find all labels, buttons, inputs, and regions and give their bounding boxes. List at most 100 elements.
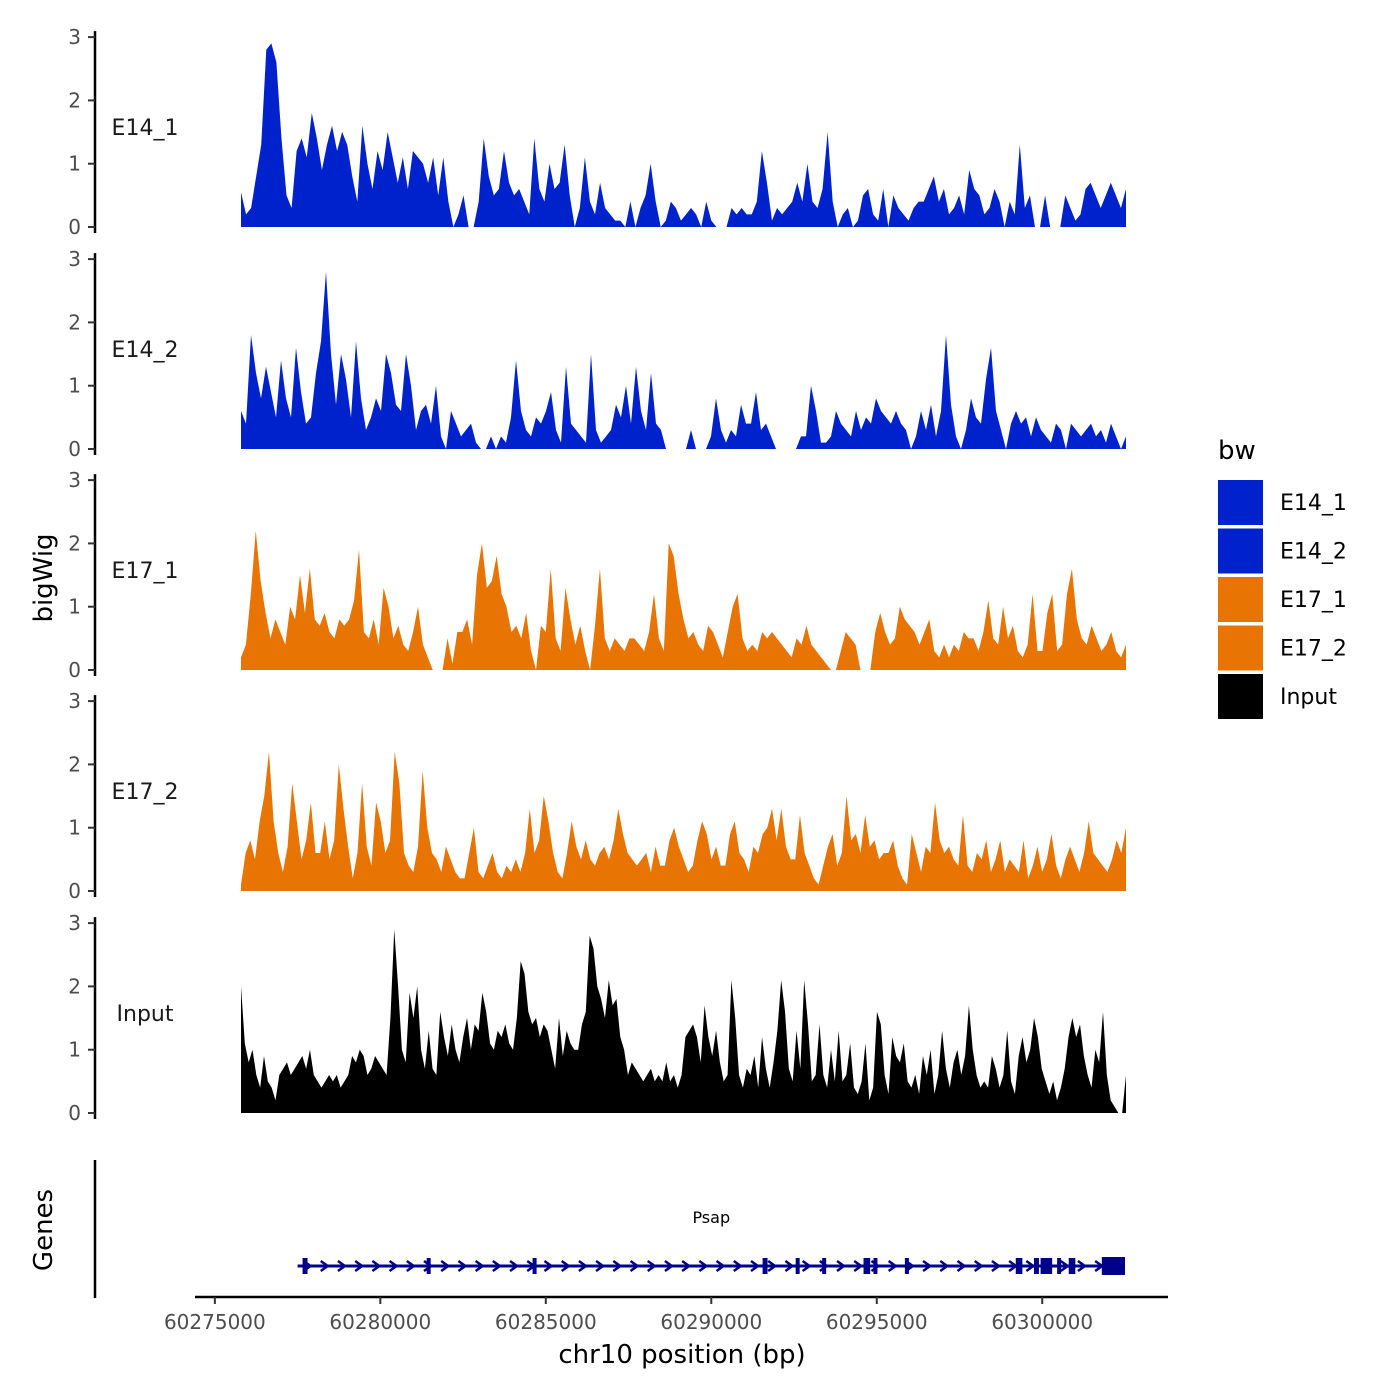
legend-label-E17_2: E17_2 — [1280, 637, 1347, 662]
strand-arrow — [1077, 1259, 1088, 1273]
strand-arrow — [887, 1259, 898, 1273]
y-tick-label: 2 — [68, 531, 81, 555]
y-tick-label: 1 — [68, 1038, 81, 1062]
exon — [1040, 1258, 1053, 1274]
strand-arrow — [991, 1259, 1002, 1273]
panel-label-E17_1: E17_1 — [112, 559, 179, 584]
strand-arrow — [767, 1259, 778, 1273]
y-tick-label: 3 — [68, 247, 81, 271]
strand-arrow — [715, 1259, 726, 1273]
strand-arrow — [354, 1259, 365, 1273]
x-tick-label: 60300000 — [991, 1310, 1093, 1334]
strand-arrow — [388, 1259, 399, 1273]
strand-arrow — [543, 1259, 554, 1273]
legend-key-E14_2 — [1218, 528, 1263, 574]
y-tick-label: 0 — [68, 879, 81, 903]
legend-label-E17_1: E17_1 — [1280, 588, 1347, 613]
strand-arrow — [595, 1259, 606, 1273]
exon — [1101, 1257, 1125, 1275]
exon — [762, 1258, 768, 1274]
panel-label-Input: Input — [117, 1002, 174, 1027]
strand-arrow — [492, 1259, 502, 1273]
panel-label-E14_2: E14_2 — [112, 338, 179, 363]
strand-arrow — [440, 1259, 451, 1273]
y-tick-label: 3 — [68, 468, 81, 492]
legend-key-E17_2 — [1218, 625, 1263, 671]
genes-axis-title: Genes — [29, 1189, 59, 1271]
legend-key-E14_1 — [1218, 480, 1263, 525]
x-axis: 60275000 60280000 60285000 60290000 60295000… — [164, 1295, 1168, 1334]
exon — [1033, 1258, 1039, 1274]
strand-arrow — [801, 1259, 812, 1273]
exon — [904, 1258, 909, 1274]
strand-arrow — [784, 1259, 795, 1273]
strand-arrow — [629, 1259, 640, 1273]
area-E14_1 — [241, 43, 1126, 228]
exon — [795, 1258, 800, 1274]
track-E17_2: 0 1 2 3 E17_2 — [68, 689, 1126, 903]
y-tick-label: 3 — [68, 911, 81, 935]
strand-arrow — [819, 1259, 829, 1273]
bigwig-tracks: 0 1 2 3 E14_1 0 1 2 3 E14_2 0 1 2 3 E17_1 0 1 2 3 E17_2 0 1 2 3… — [68, 25, 1126, 1125]
exon — [1057, 1258, 1062, 1274]
y-tick-label: 3 — [68, 25, 81, 49]
exon — [1015, 1258, 1023, 1274]
track-E17_1: 0 1 2 3 E17_1 — [68, 468, 1126, 682]
y-tick-label: 2 — [68, 974, 81, 998]
y-tick-label: 1 — [68, 816, 81, 840]
y-tick-label: 1 — [68, 374, 81, 398]
strand-arrow — [560, 1259, 571, 1273]
y-tick-label: 3 — [68, 689, 81, 713]
strand-arrow — [406, 1259, 416, 1273]
track-E14_2: 0 1 2 3 E14_2 — [68, 247, 1126, 461]
legend-label-Input: Input — [1280, 685, 1337, 710]
strand-arrow — [371, 1259, 382, 1273]
x-tick-label: 60275000 — [164, 1310, 266, 1334]
x-tick-label: 60290000 — [660, 1310, 762, 1334]
exon — [426, 1258, 431, 1274]
strand-arrow — [509, 1259, 520, 1273]
y-axis-title: bigWig — [29, 533, 59, 622]
strand-arrow — [457, 1259, 468, 1273]
strand-arrow — [423, 1259, 434, 1273]
strand-arrow — [836, 1259, 847, 1273]
strand-arrow — [973, 1259, 984, 1273]
area-E14_2 — [241, 271, 1126, 449]
gene-label-psap: Psap — [692, 1208, 730, 1227]
area-E17_2 — [241, 751, 1126, 891]
strand-arrow — [698, 1259, 709, 1273]
strand-arrow — [320, 1259, 330, 1273]
exon — [863, 1258, 871, 1274]
y-tick-label: 0 — [68, 658, 81, 682]
x-tick-label: 60280000 — [329, 1310, 431, 1334]
strand-arrow — [733, 1259, 743, 1273]
legend: bw E14_1 E14_2 E17_1 E17_2 Input — [1218, 436, 1347, 719]
y-tick-label: 2 — [68, 310, 81, 334]
panel-label-E17_2: E17_2 — [112, 780, 179, 805]
track-Input: 0 1 2 3 Input — [68, 911, 1126, 1125]
exon — [302, 1258, 308, 1274]
x-tick-label: 60285000 — [495, 1310, 597, 1334]
strand-arrow — [337, 1259, 348, 1273]
strand-arrow — [578, 1259, 589, 1273]
exon — [873, 1258, 878, 1274]
strand-arrow — [646, 1259, 657, 1273]
strand-arrow — [939, 1259, 950, 1273]
strand-arrow — [853, 1259, 864, 1273]
y-tick-label: 1 — [68, 595, 81, 619]
strand-arrow — [922, 1259, 933, 1273]
x-axis-title: chr10 position (bp) — [558, 1340, 805, 1370]
y-tick-label: 0 — [68, 437, 81, 461]
strand-arrow — [1060, 1259, 1070, 1273]
exon — [822, 1258, 827, 1274]
legend-label-E14_2: E14_2 — [1280, 540, 1347, 565]
y-tick-label: 0 — [68, 1101, 81, 1125]
area-E17_1 — [241, 530, 1126, 670]
y-tick-label: 2 — [68, 752, 81, 776]
legend-label-E14_1: E14_1 — [1280, 491, 1347, 516]
area-Input — [241, 929, 1126, 1113]
strand-arrow — [612, 1259, 623, 1273]
legend-title: bw — [1218, 436, 1256, 466]
gene-track: Psap — [93, 1160, 1125, 1298]
